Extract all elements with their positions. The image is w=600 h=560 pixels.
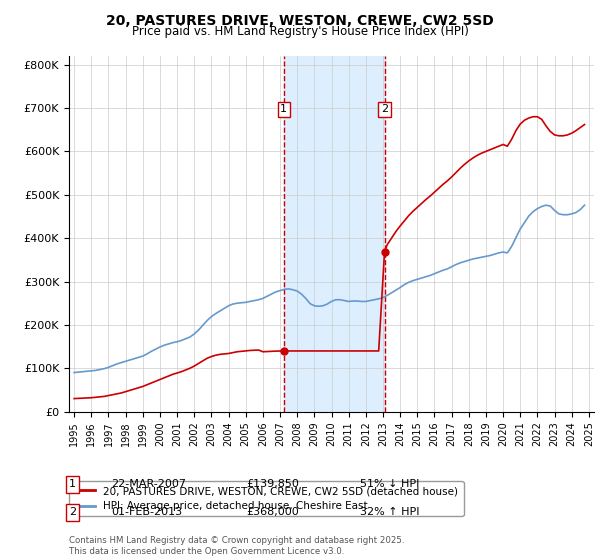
Text: 51% ↓ HPI: 51% ↓ HPI (360, 479, 419, 489)
Text: 32% ↑ HPI: 32% ↑ HPI (360, 507, 419, 517)
Text: Price paid vs. HM Land Registry's House Price Index (HPI): Price paid vs. HM Land Registry's House … (131, 25, 469, 38)
Text: 01-FEB-2013: 01-FEB-2013 (111, 507, 182, 517)
Text: 2: 2 (69, 507, 76, 517)
Text: £368,000: £368,000 (246, 507, 299, 517)
Text: 2: 2 (381, 104, 388, 114)
Text: 1: 1 (69, 479, 76, 489)
Text: £139,850: £139,850 (246, 479, 299, 489)
Text: 1: 1 (280, 104, 287, 114)
Text: 22-MAR-2007: 22-MAR-2007 (111, 479, 186, 489)
Text: Contains HM Land Registry data © Crown copyright and database right 2025.
This d: Contains HM Land Registry data © Crown c… (69, 536, 404, 556)
Text: 20, PASTURES DRIVE, WESTON, CREWE, CW2 5SD: 20, PASTURES DRIVE, WESTON, CREWE, CW2 5… (106, 14, 494, 28)
Bar (284, 56, 385, 412)
Legend: 20, PASTURES DRIVE, WESTON, CREWE, CW2 5SD (detached house), HPI: Average price,: 20, PASTURES DRIVE, WESTON, CREWE, CW2 5… (69, 481, 464, 516)
